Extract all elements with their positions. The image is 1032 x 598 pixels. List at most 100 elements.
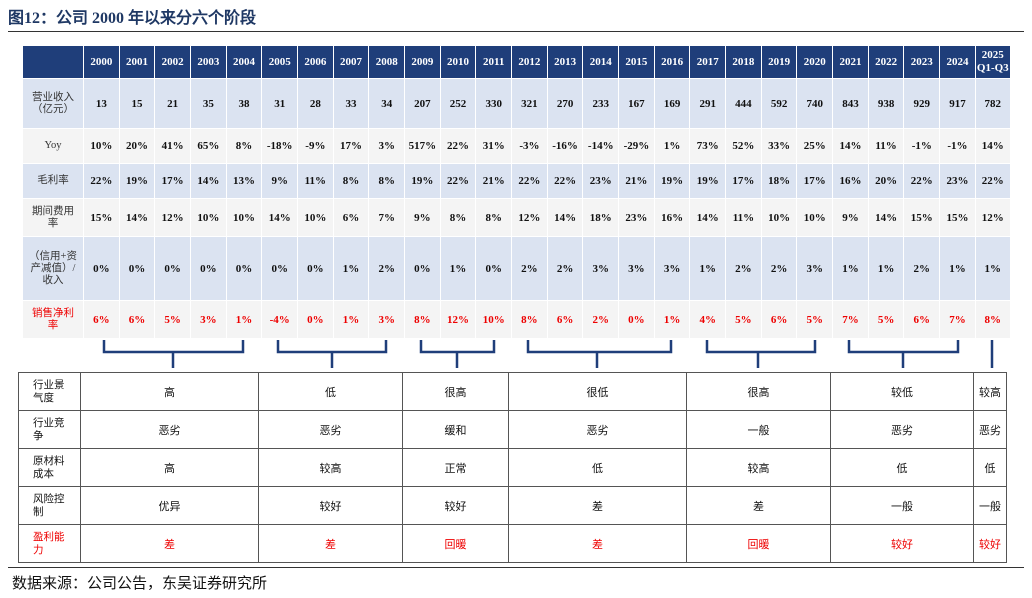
value-cell: 270: [546, 78, 584, 129]
row-label: 原材料成本: [18, 448, 81, 487]
value-cell: 21%: [475, 163, 513, 199]
value-cell: 1%: [974, 236, 1011, 301]
value-cell: 12%: [974, 198, 1011, 237]
year-header: 2004: [225, 45, 263, 79]
year-header: 2023: [903, 45, 941, 79]
value-cell: 10%: [83, 128, 120, 164]
year-header: 2003: [190, 45, 227, 79]
value-cell: 17%: [725, 163, 762, 199]
phase-cell: 一般: [686, 410, 831, 449]
value-cell: 2%: [582, 300, 620, 339]
value-cell: 0%: [618, 300, 655, 339]
value-cell: -4%: [261, 300, 299, 339]
value-cell: 14%: [832, 128, 869, 164]
value-cell: 3%: [618, 236, 655, 301]
phase-cell: 较好: [830, 524, 974, 563]
value-cell: 5%: [867, 300, 905, 339]
phase-cell: 差: [686, 486, 831, 525]
row-label: 行业景气度: [18, 372, 81, 411]
bracket: [102, 340, 245, 368]
year-header: 2007: [332, 45, 370, 79]
data-row: 毛利率 22% 19% 17% 14% 13% 9% 11% 8% 8% 19% 22% 21% 22% 2…: [22, 163, 1011, 199]
year-header: 2018: [725, 45, 762, 79]
phase-cell: 差: [80, 524, 259, 563]
value-cell: 22%: [974, 163, 1011, 199]
value-cell: 2%: [511, 236, 548, 301]
value-cell: 15%: [939, 198, 976, 237]
value-cell: 1%: [439, 236, 477, 301]
value-cell: 0%: [225, 236, 263, 301]
value-cell: 1%: [332, 300, 370, 339]
year-header: 2020: [796, 45, 834, 79]
phase-cell: 较低: [830, 372, 974, 411]
corner-cell: [22, 45, 84, 79]
phase-cell: 恶劣: [80, 410, 259, 449]
value-cell: 1%: [332, 236, 370, 301]
phase-cell: 恶劣: [973, 410, 1007, 449]
year-header: 2000: [83, 45, 120, 79]
value-cell: 233: [582, 78, 620, 129]
value-cell: 10%: [297, 198, 334, 237]
value-cell: 8%: [511, 300, 548, 339]
year-header: 2006: [297, 45, 334, 79]
row-label: 行业竞争: [18, 410, 81, 449]
value-cell: 3%: [653, 236, 691, 301]
value-cell: 169: [653, 78, 691, 129]
value-cell: 19%: [404, 163, 441, 199]
value-cell: 0%: [475, 236, 513, 301]
data-row: 销售净利率 6% 6% 5% 3% 1% -4% 0% 1% 3% 8% 12% 10% 8% 6% 2% 0%…: [22, 300, 1011, 339]
row-label: 期间费用率: [22, 198, 84, 237]
value-cell: 0%: [297, 300, 334, 339]
value-cell: 22%: [439, 128, 477, 164]
phase-cell: 较高: [686, 448, 831, 487]
value-cell: -18%: [261, 128, 299, 164]
value-cell: 33%: [760, 128, 798, 164]
value-cell: 6%: [546, 300, 584, 339]
value-cell: 9%: [832, 198, 869, 237]
year-header: 2008: [368, 45, 406, 79]
value-cell: 1%: [225, 300, 263, 339]
value-cell: 592: [760, 78, 798, 129]
phase-cell: 较好: [258, 486, 403, 525]
row-label: Yoy: [22, 128, 84, 164]
value-cell: 10%: [190, 198, 227, 237]
value-cell: 9%: [404, 198, 441, 237]
value-cell: 13: [83, 78, 120, 129]
value-cell: 843: [832, 78, 869, 129]
value-cell: 0%: [404, 236, 441, 301]
row-label: 营业收入（亿元）: [22, 78, 84, 129]
value-cell: 2%: [368, 236, 406, 301]
value-cell: 2%: [760, 236, 798, 301]
value-cell: 0%: [154, 236, 192, 301]
value-cell: 9%: [261, 163, 299, 199]
data-row: 期间费用率 15% 14% 12% 10% 10% 14% 10% 6% 7% 9% 8% 8% 12% 1…: [22, 198, 1011, 237]
row-label: 盈利能力: [18, 524, 81, 563]
value-cell: 31: [261, 78, 299, 129]
phase-cell: 恶劣: [508, 410, 687, 449]
year-header: 2005: [261, 45, 299, 79]
year-header: 2025 Q1-Q3: [974, 45, 1011, 79]
phase-cell: 差: [508, 486, 687, 525]
value-cell: 207: [404, 78, 441, 129]
phase-cell: 很高: [686, 372, 831, 411]
year-header: 2021: [832, 45, 869, 79]
value-cell: 15: [118, 78, 156, 129]
value-cell: 8%: [404, 300, 441, 339]
value-cell: 4%: [689, 300, 727, 339]
phase-cell: 低: [973, 448, 1007, 487]
phase-cell: 低: [830, 448, 974, 487]
phase-cell: 低: [258, 372, 403, 411]
value-cell: 14%: [190, 163, 227, 199]
phase-cell: 很低: [508, 372, 687, 411]
value-cell: 22%: [83, 163, 120, 199]
value-cell: 917: [939, 78, 976, 129]
row-label: 销售净利率: [22, 300, 84, 339]
value-cell: 18%: [582, 198, 620, 237]
value-cell: 17%: [332, 128, 370, 164]
value-cell: 14%: [974, 128, 1011, 164]
value-cell: 1%: [867, 236, 905, 301]
value-cell: 0%: [297, 236, 334, 301]
phase-row: 风险控制 优异 较好 较好差差一般 一般: [18, 486, 1007, 525]
value-cell: 19%: [653, 163, 691, 199]
